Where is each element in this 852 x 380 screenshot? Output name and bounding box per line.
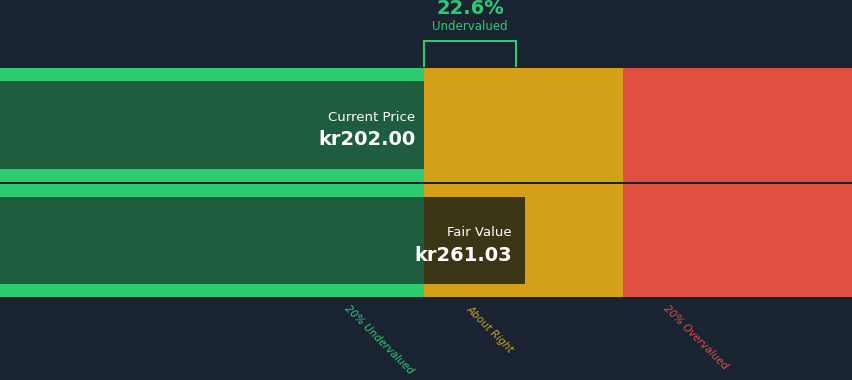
Bar — [423, 184, 622, 198]
Bar — [0, 198, 423, 284]
Bar — [622, 284, 852, 297]
Text: kr261.03: kr261.03 — [414, 245, 511, 264]
Bar — [423, 68, 622, 81]
Bar — [423, 198, 622, 284]
Bar — [0, 184, 423, 198]
Text: About Right: About Right — [463, 304, 514, 354]
Bar — [423, 284, 622, 297]
Bar — [0, 284, 423, 297]
Bar — [0, 68, 423, 81]
Bar — [622, 184, 852, 198]
Text: 22.6%: 22.6% — [435, 0, 504, 18]
Bar — [622, 81, 852, 169]
Text: 20% Overvalued: 20% Overvalued — [660, 304, 728, 372]
Text: Current Price: Current Price — [328, 111, 415, 124]
Bar — [622, 198, 852, 284]
Text: kr202.00: kr202.00 — [318, 130, 415, 149]
Bar — [423, 169, 622, 182]
Bar — [0, 81, 423, 169]
Text: 20% Undervalued: 20% Undervalued — [343, 304, 415, 377]
Bar — [423, 81, 622, 169]
Bar — [622, 169, 852, 182]
Bar — [622, 68, 852, 81]
Text: Fair Value: Fair Value — [446, 226, 511, 239]
Bar — [0, 169, 423, 182]
Text: Undervalued: Undervalued — [432, 19, 507, 33]
Bar — [423, 198, 524, 284]
